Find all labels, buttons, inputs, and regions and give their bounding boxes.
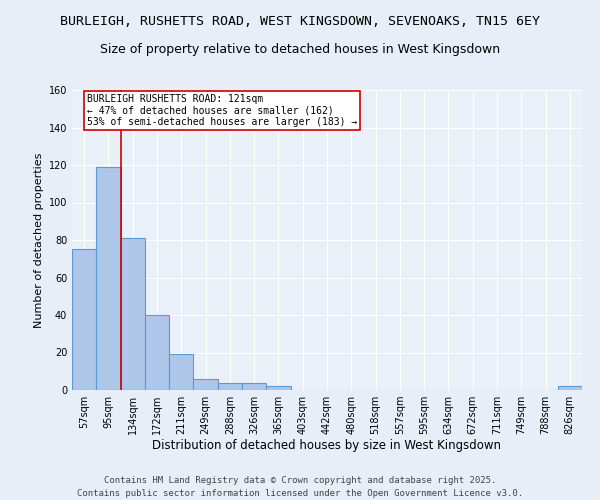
Bar: [558, 386, 582, 390]
Bar: [242, 382, 266, 390]
Text: Size of property relative to detached houses in West Kingsdown: Size of property relative to detached ho…: [100, 42, 500, 56]
Bar: [96, 167, 121, 390]
Text: BURLEIGH, RUSHETTS ROAD, WEST KINGSDOWN, SEVENOAKS, TN15 6EY: BURLEIGH, RUSHETTS ROAD, WEST KINGSDOWN,…: [60, 15, 540, 28]
Bar: [266, 386, 290, 390]
Bar: [72, 250, 96, 390]
Text: Contains HM Land Registry data © Crown copyright and database right 2025.
Contai: Contains HM Land Registry data © Crown c…: [77, 476, 523, 498]
Text: BURLEIGH RUSHETTS ROAD: 121sqm
← 47% of detached houses are smaller (162)
53% of: BURLEIGH RUSHETTS ROAD: 121sqm ← 47% of …: [86, 94, 357, 127]
Bar: [193, 379, 218, 390]
Bar: [145, 315, 169, 390]
Bar: [121, 238, 145, 390]
Y-axis label: Number of detached properties: Number of detached properties: [34, 152, 44, 328]
Bar: [169, 354, 193, 390]
Bar: [218, 382, 242, 390]
X-axis label: Distribution of detached houses by size in West Kingsdown: Distribution of detached houses by size …: [152, 438, 502, 452]
